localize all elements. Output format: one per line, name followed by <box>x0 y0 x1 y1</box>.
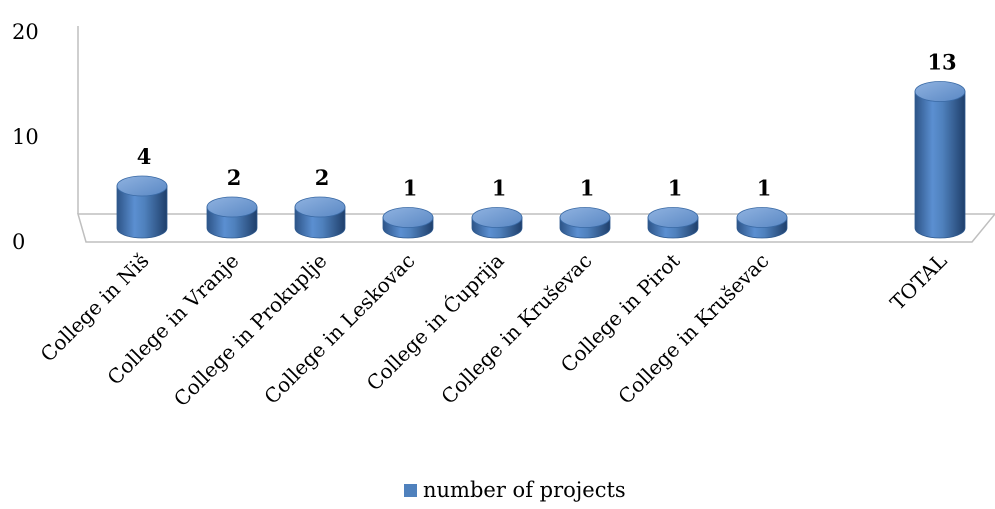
bar <box>206 196 258 239</box>
y-tick-label: 10 <box>12 125 39 149</box>
bar <box>294 196 346 239</box>
y-tick-label: 20 <box>12 20 39 44</box>
bar <box>471 207 523 239</box>
x-tick-label: College in Leskovac <box>259 249 419 409</box>
bar <box>647 207 699 239</box>
data-label: 1 <box>492 176 507 201</box>
x-tick-label: TOTAL <box>885 249 951 315</box>
bar-top <box>294 196 346 218</box>
bar-top <box>559 207 611 228</box>
bar-top <box>382 207 434 228</box>
x-tick-label: College in Kruševac <box>436 249 596 409</box>
bar <box>116 175 168 239</box>
x-tick-label: College in Kruševac <box>613 249 773 409</box>
data-label: 2 <box>227 165 242 190</box>
legend-swatch <box>404 484 417 497</box>
bar-top <box>471 207 523 228</box>
bar-top <box>914 81 966 102</box>
data-label: 1 <box>403 176 418 201</box>
bar <box>559 207 611 239</box>
bar-top <box>116 175 168 197</box>
bar-body <box>116 185 168 239</box>
legend-label: number of projects <box>423 478 626 502</box>
data-label: 1 <box>668 176 683 201</box>
data-label: 1 <box>757 176 772 201</box>
x-tick-label: College in Prokuplje <box>169 249 332 412</box>
data-label: 13 <box>927 50 956 75</box>
bar-top <box>736 207 788 228</box>
data-label: 4 <box>137 144 152 169</box>
bar-top <box>647 207 699 228</box>
y-tick-label: 0 <box>12 230 25 254</box>
bar-top <box>206 196 258 218</box>
data-label: 1 <box>580 176 595 201</box>
bar <box>914 81 966 239</box>
legend: number of projects <box>404 478 626 502</box>
bar-body <box>914 91 966 239</box>
bar <box>736 207 788 239</box>
data-label: 2 <box>315 165 330 190</box>
bar <box>382 207 434 239</box>
